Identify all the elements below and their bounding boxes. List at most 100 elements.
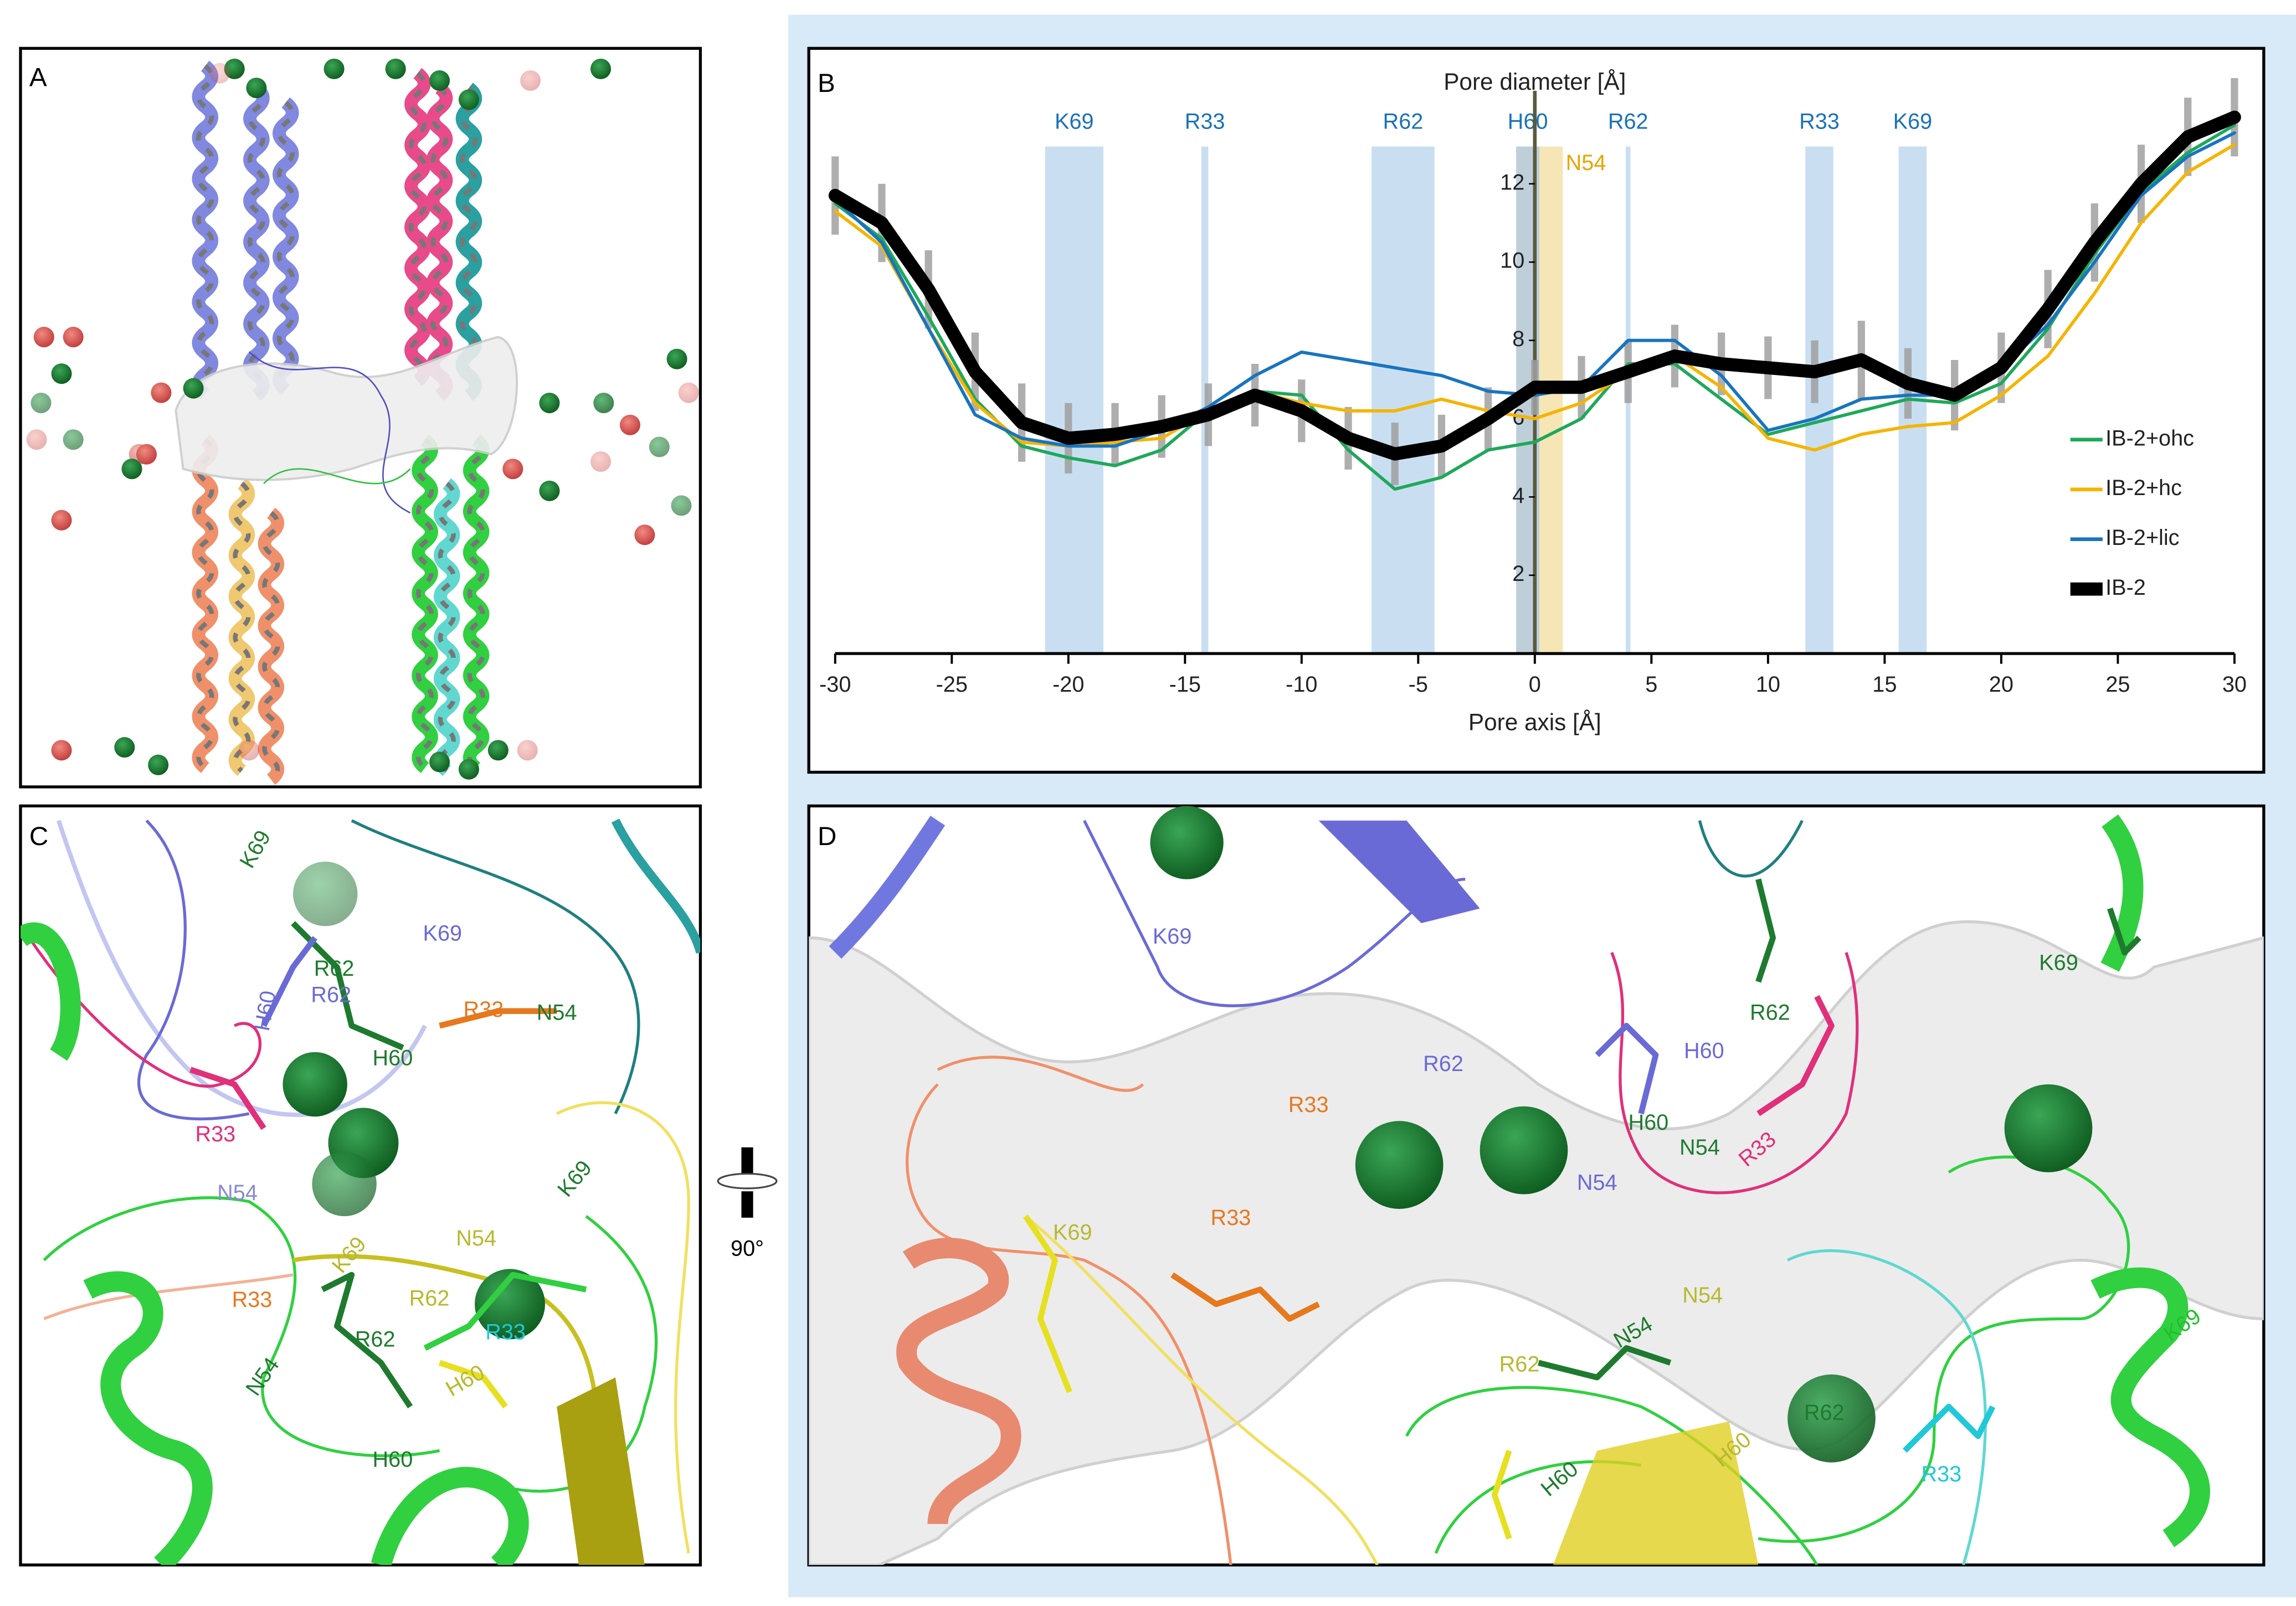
ion-sphere bbox=[63, 327, 84, 348]
side-chain bbox=[261, 936, 317, 1027]
residue-label: K69 bbox=[423, 922, 463, 946]
side-chain bbox=[321, 1272, 413, 1409]
x-tick-label: 5 bbox=[1645, 672, 1657, 697]
backbone-loop bbox=[1698, 820, 1804, 878]
residue-label: R33 bbox=[1921, 1462, 1961, 1486]
backbone-loop bbox=[1405, 1386, 1819, 1565]
ion-sphere bbox=[312, 1151, 377, 1217]
residue-label: R62 bbox=[314, 956, 355, 981]
side-chain bbox=[1023, 1214, 1072, 1393]
side-chain bbox=[439, 1008, 557, 1029]
backbone-loop bbox=[56, 820, 427, 1117]
ion-sphere bbox=[475, 1269, 546, 1340]
helix-shadow bbox=[467, 437, 485, 770]
ion-sphere bbox=[385, 58, 406, 79]
backbone-loop bbox=[1024, 1215, 1379, 1565]
side-chain bbox=[423, 1272, 587, 1351]
ion-sphere bbox=[671, 495, 692, 516]
helix-shadow bbox=[430, 86, 449, 398]
loop bbox=[263, 468, 411, 485]
band-label: K69 bbox=[1055, 110, 1094, 134]
band-label: R62 bbox=[1608, 110, 1648, 134]
residue-label: H60 bbox=[373, 1448, 413, 1472]
ion-sphere bbox=[282, 1052, 347, 1117]
legend-label: IB-2 bbox=[2105, 575, 2146, 600]
sheet bbox=[1553, 1421, 1759, 1565]
residue-label: N54 bbox=[1577, 1170, 1617, 1195]
residue-label: H60 bbox=[373, 1046, 413, 1070]
ion-sphere bbox=[209, 63, 230, 84]
helix-ribbon bbox=[829, 815, 946, 959]
x-tick-label: 10 bbox=[1756, 672, 1780, 697]
ion-sphere bbox=[666, 348, 687, 369]
helix-ribbon bbox=[20, 922, 213, 1565]
side-chain bbox=[1491, 1449, 1512, 1540]
helix-shadow bbox=[233, 481, 251, 773]
residue-label: K69 bbox=[2039, 951, 2078, 975]
y-tick-label: 10 bbox=[1500, 249, 1524, 273]
x-tick-label: 30 bbox=[2222, 672, 2247, 697]
panel-a-structure bbox=[26, 58, 699, 785]
y-tick-label: 2 bbox=[1512, 562, 1524, 586]
rotation-icon: 90° bbox=[717, 1147, 778, 1261]
legend-label: IB-2+ohc bbox=[2105, 426, 2194, 450]
ion-sphere bbox=[151, 382, 172, 403]
loop bbox=[248, 351, 411, 514]
band-label: R62 bbox=[1383, 110, 1424, 134]
backbone-loop bbox=[1758, 1155, 2130, 1543]
ion-sphere bbox=[458, 89, 479, 110]
residue-label: R33 bbox=[1211, 1206, 1251, 1230]
residue-label: R33 bbox=[195, 1122, 235, 1146]
residue-label: N54 bbox=[1679, 1135, 1720, 1160]
residue-label: R62 bbox=[1499, 1352, 1540, 1377]
residue-label: R62 bbox=[1804, 1401, 1845, 1425]
ion-sphere bbox=[429, 70, 450, 91]
backbone-loop bbox=[28, 936, 261, 1088]
residue-band bbox=[1045, 146, 1103, 654]
ion-sphere bbox=[1788, 1374, 1876, 1463]
x-tick-label: -25 bbox=[936, 672, 968, 697]
helix-shadow bbox=[408, 71, 427, 383]
residue-label: N54 bbox=[456, 1226, 496, 1250]
helix bbox=[273, 97, 299, 395]
x-tick-label: -30 bbox=[819, 672, 851, 697]
residue-label: R62 bbox=[1423, 1052, 1463, 1076]
legend-label: IB-2+lic bbox=[2105, 526, 2179, 550]
y-tick-label: 4 bbox=[1512, 483, 1524, 508]
band-label: K69 bbox=[1893, 110, 1933, 134]
ion-sphere bbox=[678, 382, 699, 403]
backbone-loop bbox=[43, 1273, 294, 1320]
x-tick-label: -10 bbox=[1286, 672, 1317, 697]
x-tick-label: 25 bbox=[2105, 672, 2130, 697]
helix-ribbon bbox=[371, 1466, 529, 1565]
x-tick-label: 0 bbox=[1529, 672, 1541, 697]
ion-sphere bbox=[619, 414, 640, 435]
ion-sphere bbox=[136, 444, 157, 465]
y-axis-title: Pore diameter [Å] bbox=[1444, 69, 1626, 95]
side-chain bbox=[1538, 1345, 1672, 1381]
panel-letter: D bbox=[818, 822, 836, 851]
residue-label: R33 bbox=[485, 1320, 526, 1344]
x-tick-label: -20 bbox=[1052, 672, 1084, 697]
residue-label: R62 bbox=[409, 1286, 450, 1310]
ion-sphere bbox=[51, 509, 72, 531]
ion-sphere bbox=[1480, 1106, 1568, 1195]
panel-letter: C bbox=[29, 822, 48, 851]
series-line bbox=[828, 110, 2241, 461]
backbone-loop bbox=[937, 1056, 1144, 1092]
ion-sphere bbox=[30, 393, 52, 414]
ion-sphere bbox=[590, 58, 612, 79]
ion-sphere bbox=[2004, 1084, 2093, 1172]
residue-band bbox=[1372, 146, 1435, 654]
helix-shadow bbox=[196, 64, 214, 397]
ion-sphere bbox=[634, 524, 655, 545]
residue-label: R62 bbox=[1750, 1001, 1790, 1025]
ion-sphere bbox=[593, 393, 614, 414]
sheet bbox=[1318, 820, 1480, 923]
ion-sphere bbox=[502, 459, 523, 480]
ion-sphere bbox=[539, 393, 560, 414]
helix-shadow bbox=[276, 100, 295, 392]
